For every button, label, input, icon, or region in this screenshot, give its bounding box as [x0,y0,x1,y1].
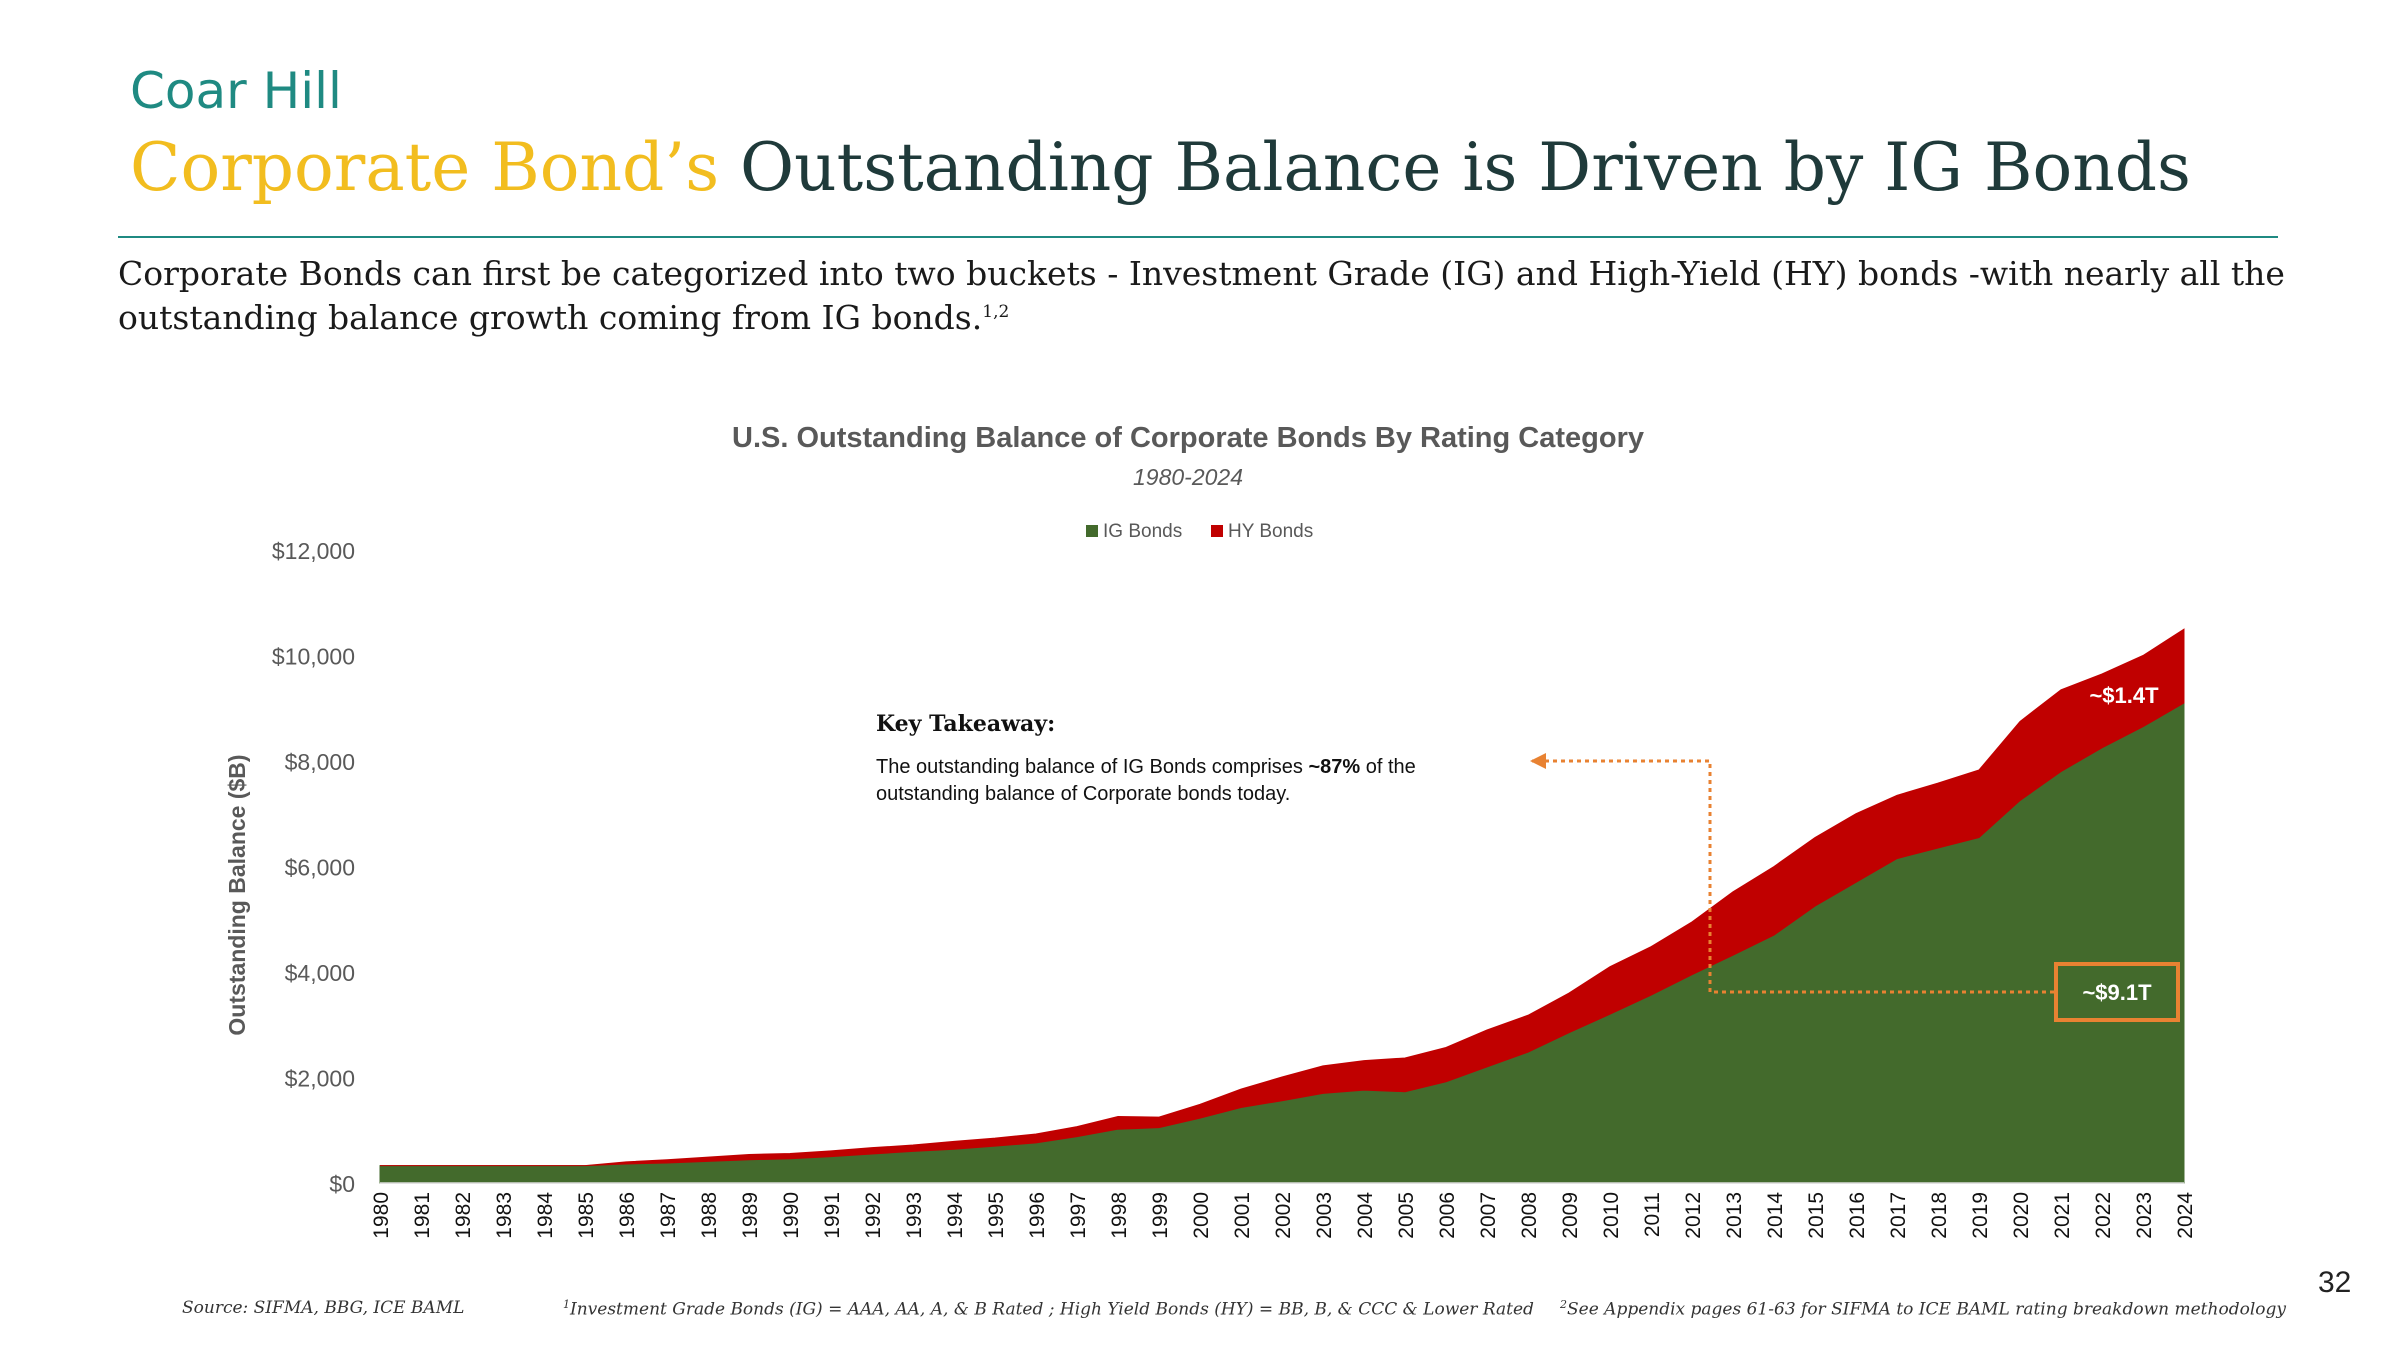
footer-source: Source: SIFMA, BBG, ICE BAML [182,1298,465,1318]
y-tick-label: $12,000 [272,538,355,564]
key-takeaway-callout: Key Takeaway: The outstanding balance of… [876,711,1416,805]
x-tick-label: 1987 [657,1192,680,1239]
chart-legend: IG Bonds HY Bonds [1086,521,1313,542]
ig-value-box [2054,962,2180,1022]
x-tick-label: 2005 [1395,1192,1418,1239]
intro-paragraph: Corporate Bonds can first be categorized… [118,252,2298,340]
x-tick-label: 2003 [1313,1192,1336,1239]
page-title-main: Outstanding Balance is Driven by IG Bond… [719,129,2191,206]
y-axis-ticks: $0 $2,000 $4,000 $6,000 $8,000 $10,000 $12,000 [272,538,355,1197]
x-tick-label: 1990 [780,1192,803,1239]
x-tick-label: 2019 [1969,1192,1992,1239]
callout-arrowhead [1530,753,1546,769]
legend-swatch-hy [1211,525,1223,537]
outstanding-balance-chart: U.S. Outstanding Balance of Corporate Bo… [224,422,2197,1239]
x-tick-label: 2002 [1272,1192,1295,1239]
callout-connector-line [1532,759,2054,994]
x-tick-label: 2012 [1682,1192,1705,1239]
x-tick-label: 2017 [1887,1192,1910,1239]
intro-text: Corporate Bonds can first be categorized… [118,254,2285,337]
footer-note-1: 1Investment Grade Bonds (IG) = AAA, AA, … [563,1298,1534,1320]
callout-line-2: outstanding balance of Corporate bonds t… [876,783,1290,805]
x-tick-label: 1986 [616,1192,639,1239]
callout-title: Key Takeaway: [876,711,1055,737]
x-tick-label: 2006 [1436,1192,1459,1239]
brand-name: Coar Hill [130,62,342,120]
chart-subtitle: 1980-2024 [1133,464,1243,490]
y-tick-label: $10,000 [272,644,355,670]
area-series-hy-bonds [380,628,2185,1167]
x-tick-label: 2013 [1723,1192,1746,1239]
x-tick-label: 2010 [1600,1192,1623,1239]
x-tick-label: 1996 [1026,1192,1049,1239]
footer-note-1-text: Investment Grade Bonds (IG) = AAA, AA, A… [570,1299,1534,1320]
x-tick-label: 1989 [739,1192,762,1239]
x-tick-label: 1992 [862,1192,885,1239]
x-tick-label: 2004 [1354,1192,1377,1239]
x-tick-label: 2024 [2174,1192,2197,1239]
x-tick-label: 1984 [534,1192,557,1239]
chart-areas [379,628,2185,1184]
intro-footnote-ref: 1,2 [982,302,1010,322]
legend-label-hy: HY Bonds [1228,521,1313,542]
x-tick-label: 2022 [2092,1192,2115,1239]
chart-title: U.S. Outstanding Balance of Corporate Bo… [732,422,1644,454]
x-tick-label: 1981 [411,1192,434,1239]
footer-note-2: 2See Appendix pages 61-63 for SIFMA to I… [1560,1298,2286,1320]
footer-note-2-mark: 2 [1560,1298,1567,1311]
x-tick-label: 2000 [1190,1192,1213,1239]
x-tick-label: 2020 [2010,1192,2033,1239]
footer-note-2-text: See Appendix pages 61-63 for SIFMA to IC… [1567,1299,2286,1320]
x-tick-label: 2007 [1477,1192,1500,1239]
y-tick-label: $4,000 [285,960,355,986]
x-tick-label: 2011 [1641,1192,1664,1237]
x-tick-label: 2021 [2051,1192,2074,1239]
y-tick-label: $6,000 [285,855,355,881]
x-tick-label: 1997 [1067,1192,1090,1239]
y-tick-label: $8,000 [285,749,355,775]
callout-connector [1530,753,2054,994]
legend-swatch-ig [1086,525,1098,537]
y-tick-label: $2,000 [285,1066,355,1092]
x-tick-label: 2009 [1559,1192,1582,1239]
title-divider [118,236,2278,238]
callout-line-1: The outstanding balance of IG Bonds comp… [876,756,1416,778]
x-tick-label: 2023 [2133,1192,2156,1239]
x-tick-label: 1991 [821,1192,844,1239]
page-title: Corporate Bond’s Outstanding Balance is … [130,129,2191,206]
footer-note-1-mark: 1 [563,1298,570,1311]
page-title-accent: Corporate Bond’s [130,129,720,206]
y-tick-label: $0 [329,1171,355,1197]
page-number: 32 [2318,1266,2352,1299]
x-tick-label: 1993 [903,1192,926,1239]
x-tick-label: 1999 [1149,1192,1172,1239]
callout-line-1-pre: The outstanding balance of IG Bonds comp… [876,756,1308,778]
x-axis-ticks: 1980 1981 1982 1983 1984 1985 1986 1987 1988 1989… [370,1192,2197,1239]
y-axis-label: Outstanding Balance ($B) [224,754,250,1035]
x-tick-label: 1994 [944,1192,967,1239]
x-tick-label: 1983 [493,1192,516,1239]
x-tick-label: 2014 [1764,1192,1787,1239]
x-tick-label: 1982 [452,1192,475,1239]
x-tick-label: 1995 [985,1192,1008,1239]
legend-label-ig: IG Bonds [1103,521,1182,542]
hy-value-label: ~$1.4T [2089,683,2159,708]
x-tick-label: 1985 [575,1192,598,1239]
callout-line-1-post: of the [1360,756,1416,778]
x-tick-label: 2018 [1928,1192,1951,1239]
ig-value-label: ~$9.1T [2082,980,2152,1005]
x-tick-label: 2001 [1231,1192,1254,1239]
x-tick-label: 1998 [1108,1192,1131,1239]
x-tick-label: 2016 [1846,1192,1869,1239]
x-tick-label: 1988 [698,1192,721,1239]
callout-percent: ~87% [1308,756,1360,778]
x-tick-label: 2008 [1518,1192,1541,1239]
x-tick-label: 1980 [370,1192,393,1239]
x-tick-label: 2015 [1805,1192,1828,1239]
